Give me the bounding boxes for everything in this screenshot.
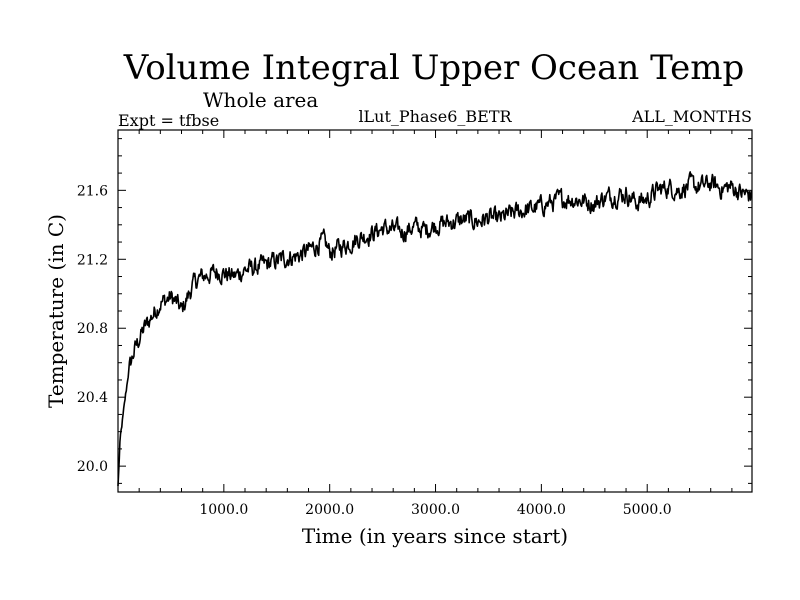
x-tick-label: 1000.0	[199, 502, 248, 518]
y-axis-label: Temperature (in C)	[44, 214, 68, 408]
x-axis-label: Time (in years since start)	[302, 524, 568, 548]
x-tick-label: 3000.0	[411, 502, 460, 518]
run-id-label: lLut_Phase6_BETR	[358, 107, 512, 126]
x-tick-labels: 1000.0 2000.0 3000.0 4000.0 5000.0	[199, 502, 671, 518]
x-tick-label: 2000.0	[305, 502, 354, 518]
y-tick-label: 20.4	[77, 390, 108, 406]
y-tick-label: 20.8	[77, 321, 108, 337]
chart-subtitle: Whole area	[203, 88, 318, 112]
y-tick-label: 21.6	[77, 183, 108, 199]
experiment-label: Expt = tfbse	[118, 111, 219, 130]
season-label: ALL_MONTHS	[631, 107, 752, 126]
y-tick-label: 20.0	[77, 459, 108, 475]
temperature-series-line	[117, 171, 753, 487]
x-tick-label: 5000.0	[623, 502, 672, 518]
y-tick-labels: 20.0 20.4 20.8 21.2 21.6	[77, 183, 108, 475]
axis-ticks	[117, 130, 752, 492]
x-tick-label: 4000.0	[517, 502, 566, 518]
chart-title: Volume Integral Upper Ocean Temp	[123, 48, 744, 88]
y-tick-label: 21.2	[77, 252, 108, 268]
